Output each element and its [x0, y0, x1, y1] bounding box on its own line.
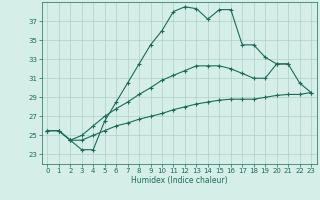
X-axis label: Humidex (Indice chaleur): Humidex (Indice chaleur)	[131, 176, 228, 185]
